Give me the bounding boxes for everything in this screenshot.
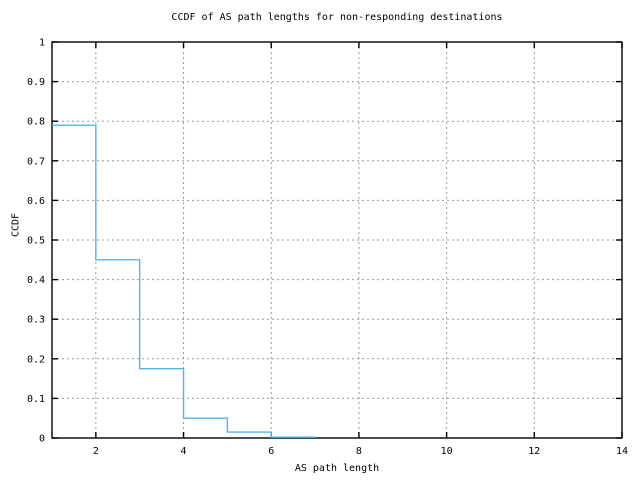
x-axis-label: AS path length bbox=[294, 463, 380, 474]
y-tick-label: 0 bbox=[39, 434, 45, 445]
x-tick-label: 14 bbox=[616, 446, 628, 457]
x-tick-label: 4 bbox=[181, 446, 187, 457]
y-tick-label: 0.5 bbox=[27, 236, 45, 247]
y-tick-label: 0.7 bbox=[27, 156, 45, 167]
x-tick-label: 12 bbox=[528, 446, 540, 457]
y-tick-label: 1 bbox=[39, 38, 45, 49]
y-tick-label: 0.2 bbox=[27, 354, 45, 365]
x-tick-label: 10 bbox=[441, 446, 453, 457]
x-tick-label: 8 bbox=[356, 446, 362, 457]
y-tick-label: 0.4 bbox=[27, 275, 45, 286]
chart-title: CCDF of AS path lengths for non-respondi… bbox=[171, 12, 503, 23]
x-tick-label: 2 bbox=[93, 446, 99, 457]
x-tick-label: 6 bbox=[268, 446, 274, 457]
y-tick-label: 0.1 bbox=[27, 394, 45, 405]
y-tick-label: 0.8 bbox=[27, 117, 45, 128]
ccdf-step-line bbox=[52, 124, 316, 438]
y-tick-label: 0.9 bbox=[27, 77, 45, 88]
y-tick-label: 0.3 bbox=[27, 315, 45, 326]
plot-border bbox=[51, 41, 623, 439]
y-tick-label: 0.6 bbox=[27, 196, 45, 207]
